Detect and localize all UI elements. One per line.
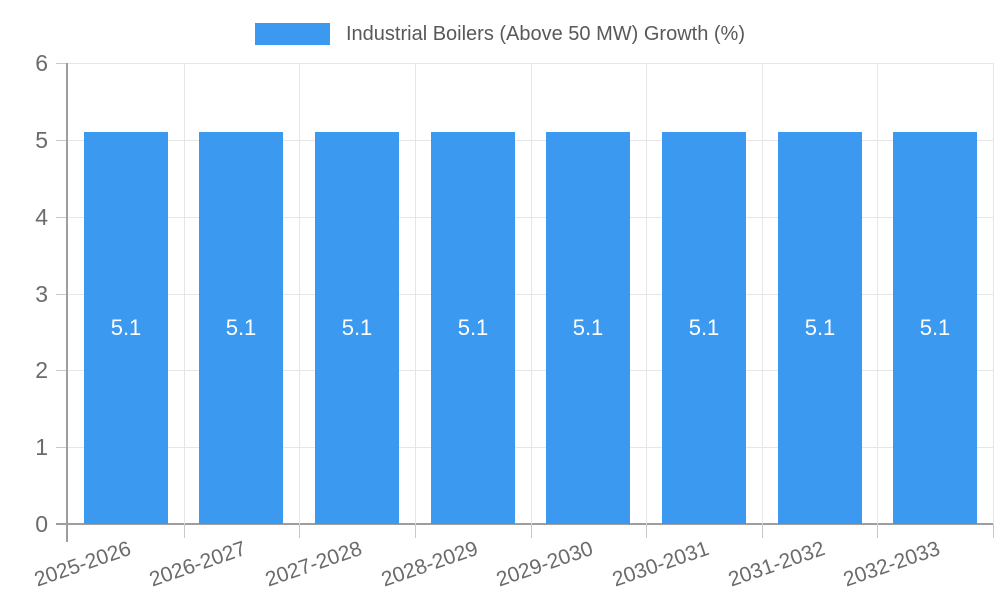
- gridline-horizontal: [68, 140, 993, 141]
- legend-swatch: [254, 23, 330, 45]
- gridline-vertical: [299, 63, 300, 524]
- gridline-vertical: [415, 63, 416, 524]
- x-tick-mark: [877, 524, 878, 538]
- x-axis-line: [56, 523, 993, 525]
- x-tick-mark: [646, 524, 647, 538]
- x-tick-mark: [415, 524, 416, 538]
- bar-value-label: 5.1: [341, 315, 373, 340]
- gridline-vertical: [646, 63, 647, 524]
- y-axis-tick-label: 2: [35, 357, 48, 383]
- y-tick-mark: [56, 140, 68, 141]
- x-axis-tick-label: 2031-2032: [725, 537, 828, 592]
- x-tick-mark: [993, 524, 994, 538]
- bar: 5.1: [546, 132, 630, 524]
- gridline-vertical: [762, 63, 763, 524]
- bar: 5.1: [431, 132, 515, 524]
- y-axis-tick-label: 6: [35, 50, 48, 76]
- x-tick-mark: [299, 524, 300, 538]
- y-axis-line: [66, 63, 68, 542]
- bar: 5.1: [893, 132, 977, 524]
- x-tick-mark: [762, 524, 763, 538]
- x-axis-tick-label: 2025-2026: [31, 537, 134, 592]
- bar: 5.1: [315, 132, 399, 524]
- gridline-horizontal: [68, 63, 993, 64]
- bar: 5.1: [662, 132, 746, 524]
- y-axis-tick-label: 5: [35, 127, 48, 153]
- bar-value-label: 5.1: [919, 315, 951, 340]
- x-axis-tick-label: 2026-2027: [146, 537, 249, 592]
- y-tick-mark: [56, 63, 68, 64]
- legend-label: Industrial Boilers (Above 50 MW) Growth …: [345, 22, 745, 45]
- x-axis-tick-label: 2030-2031: [609, 537, 712, 592]
- y-axis-tick-label: 4: [35, 204, 48, 230]
- y-axis-tick-label: 1: [35, 434, 48, 460]
- bar: 5.1: [84, 132, 168, 524]
- gridline-horizontal: [68, 447, 993, 448]
- bar-value-label: 5.1: [804, 315, 836, 340]
- chart-legend: Industrial Boilers (Above 50 MW) Growth …: [0, 17, 1000, 51]
- gridline-horizontal: [68, 217, 993, 218]
- gridline-horizontal: [68, 370, 993, 371]
- bar-value-label: 5.1: [225, 315, 257, 340]
- x-axis-tick-label: 2029-2030: [493, 537, 596, 592]
- bar-value-label: 5.1: [688, 315, 720, 340]
- x-tick-mark: [531, 524, 532, 538]
- y-axis-tick-label: 0: [35, 511, 48, 537]
- y-tick-mark: [56, 447, 68, 448]
- gridline-vertical: [993, 63, 994, 524]
- gridline-vertical: [877, 63, 878, 524]
- x-axis-tick-label: 2032-2033: [840, 537, 943, 592]
- x-tick-mark: [184, 524, 185, 538]
- y-axis-tick-label: 3: [35, 281, 48, 307]
- y-tick-mark: [56, 370, 68, 371]
- bar-value-label: 5.1: [572, 315, 604, 340]
- y-tick-mark: [56, 217, 68, 218]
- legend-item[interactable]: Industrial Boilers (Above 50 MW) Growth …: [254, 22, 745, 46]
- bar-value-label: 5.1: [110, 315, 142, 340]
- y-tick-mark: [56, 294, 68, 295]
- x-axis-tick-label: 2027-2028: [262, 537, 365, 592]
- gridline-horizontal: [68, 294, 993, 295]
- bar-value-label: 5.1: [457, 315, 489, 340]
- bar: 5.1: [199, 132, 283, 524]
- bar: 5.1: [778, 132, 862, 524]
- gridline-vertical: [531, 63, 532, 524]
- x-axis-tick-label: 2028-2029: [378, 537, 481, 592]
- gridline-vertical: [184, 63, 185, 524]
